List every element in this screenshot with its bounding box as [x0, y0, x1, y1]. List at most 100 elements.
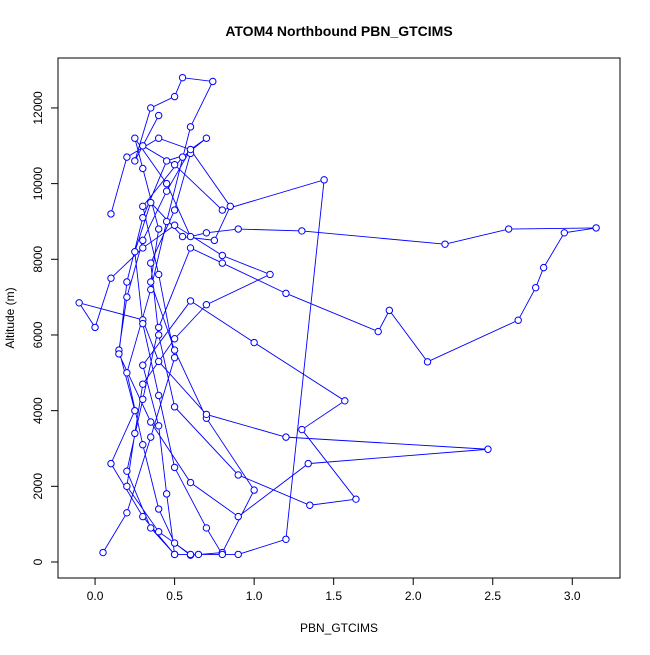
point [484, 445, 492, 453]
point [170, 346, 179, 354]
point [218, 259, 227, 267]
point [147, 418, 155, 426]
point [186, 123, 195, 131]
point [202, 134, 211, 142]
point [441, 240, 449, 248]
point [560, 229, 569, 237]
y-tick-label: 10000 [31, 167, 45, 201]
point [139, 380, 147, 388]
point [154, 357, 163, 366]
point [139, 142, 147, 150]
point [123, 153, 131, 161]
point [234, 471, 242, 479]
point [139, 395, 147, 403]
point [186, 550, 195, 559]
point [123, 509, 131, 517]
y-axis-label: Altitude (m) [3, 287, 17, 348]
point [154, 391, 163, 400]
point [147, 285, 155, 294]
point [131, 406, 139, 415]
point [123, 278, 131, 286]
point [107, 274, 115, 282]
point [186, 145, 195, 154]
point [162, 157, 171, 165]
point [209, 77, 217, 86]
point [170, 221, 179, 229]
point [194, 550, 203, 559]
point [131, 134, 139, 142]
point [154, 331, 163, 339]
point [162, 490, 171, 498]
point [218, 206, 227, 214]
point [107, 210, 115, 218]
point [170, 206, 179, 214]
y-tick-label: 6000 [31, 321, 45, 348]
x-tick-label: 0.0 [87, 589, 104, 603]
point [298, 425, 306, 434]
point [504, 225, 513, 233]
x-tick-label: 1.5 [325, 589, 342, 603]
point [131, 248, 139, 256]
point [154, 270, 163, 279]
x-tick-label: 1.0 [246, 589, 263, 603]
point [226, 202, 234, 211]
point [154, 422, 163, 430]
point [170, 92, 179, 101]
x-tick-label: 2.5 [484, 589, 501, 603]
point [154, 111, 163, 120]
point [147, 104, 155, 112]
point [147, 259, 155, 267]
point [423, 358, 432, 366]
point [202, 410, 211, 419]
point [170, 335, 179, 343]
point [531, 283, 540, 292]
point [539, 263, 548, 272]
point [202, 229, 211, 237]
point [99, 548, 107, 557]
y-tick-label: 0 [31, 558, 45, 565]
point [282, 433, 290, 441]
point [306, 501, 314, 509]
point [154, 323, 163, 332]
point [298, 227, 306, 235]
point [170, 463, 179, 472]
point [139, 202, 147, 211]
point [162, 217, 171, 226]
point [123, 482, 131, 491]
point [170, 550, 179, 559]
point [154, 505, 163, 513]
point [385, 306, 394, 315]
point [186, 478, 195, 487]
point [139, 244, 147, 252]
point [218, 251, 227, 260]
point [250, 338, 258, 347]
point [131, 157, 139, 165]
point [162, 187, 171, 195]
point [234, 550, 242, 559]
point [123, 369, 131, 377]
point [170, 403, 179, 411]
x-tick-label: 3.0 [564, 589, 581, 603]
point [139, 361, 147, 369]
chart-title: ATOM4 Northbound PBN_GTCIMS [225, 23, 452, 39]
point [170, 353, 179, 362]
point [374, 327, 382, 336]
point [178, 73, 187, 82]
point [282, 535, 290, 543]
point [91, 323, 99, 332]
point [304, 459, 312, 468]
point [341, 397, 349, 405]
point [178, 232, 187, 241]
point [186, 297, 195, 305]
point [139, 319, 147, 328]
point [234, 225, 242, 233]
point [154, 134, 163, 142]
point [162, 179, 171, 188]
point [147, 198, 155, 207]
point [218, 550, 227, 559]
point [131, 429, 139, 438]
y-tick-label: 4000 [31, 397, 45, 424]
point [282, 289, 290, 298]
